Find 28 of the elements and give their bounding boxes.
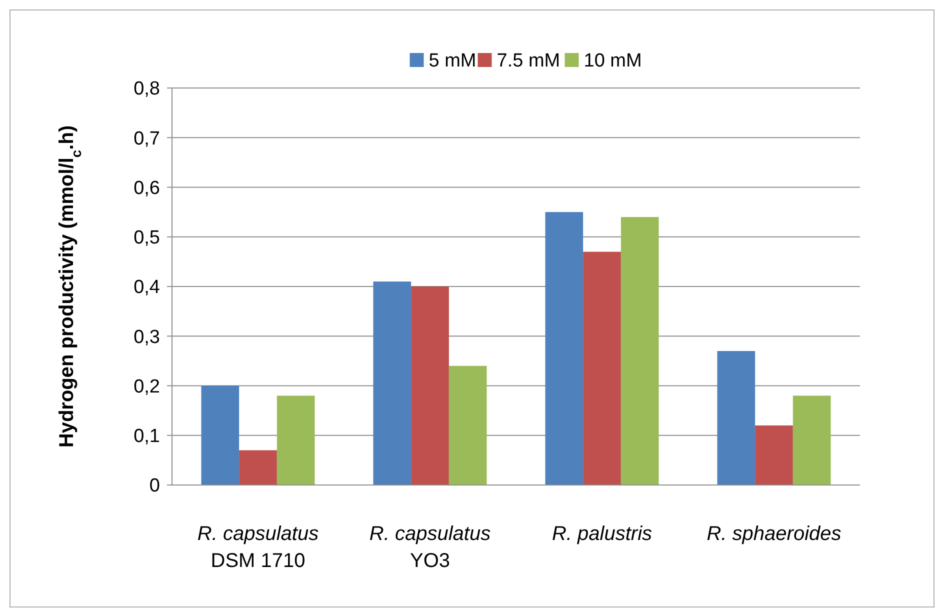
bar bbox=[792, 396, 831, 485]
bar bbox=[239, 450, 277, 485]
y-tick-label: 0,8 bbox=[134, 78, 160, 100]
x-tick-label: R. sphaeroides bbox=[706, 523, 842, 545]
x-tick-label: R. capsulatus YO3 bbox=[369, 523, 491, 572]
x-tick-label: R. palustris bbox=[552, 523, 652, 545]
bar bbox=[448, 366, 487, 485]
y-tick-label: 0,1 bbox=[134, 426, 160, 448]
y-tick-label: 0,7 bbox=[134, 128, 160, 150]
y-tick-label: 0,6 bbox=[134, 178, 160, 199]
y-tick-label: 0,3 bbox=[134, 326, 160, 348]
bar bbox=[201, 386, 240, 485]
bar bbox=[755, 425, 793, 485]
bar bbox=[545, 212, 584, 485]
bar bbox=[373, 282, 412, 485]
legend-label: 7.5 mM bbox=[496, 50, 560, 72]
legend-label: 5 mM bbox=[428, 50, 476, 72]
bar bbox=[411, 286, 449, 485]
y-tick-label: 0,5 bbox=[134, 228, 160, 249]
x-tick-label: R. capsulatus DSM 1710 bbox=[197, 523, 319, 572]
bar bbox=[717, 351, 756, 485]
y-tick-label: 0 bbox=[149, 476, 160, 497]
legend-label: 10 mM bbox=[584, 50, 642, 72]
y-tick-label: 0,4 bbox=[134, 277, 160, 298]
bar bbox=[276, 396, 315, 485]
bar bbox=[620, 217, 659, 485]
bar bbox=[583, 252, 621, 485]
y-tick-label: 0,2 bbox=[134, 376, 160, 398]
